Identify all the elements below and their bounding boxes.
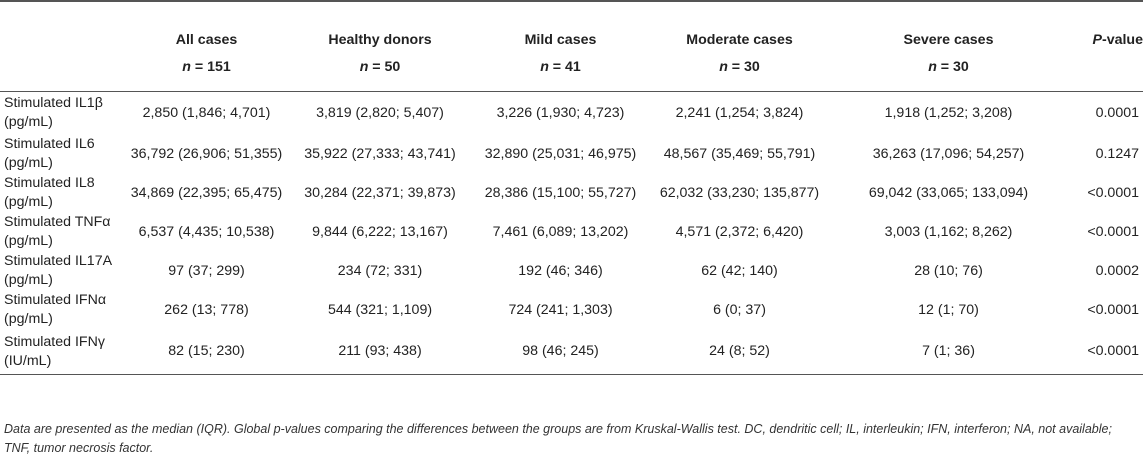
row-label: Stimulated IFNγ (IU/mL) [0, 329, 123, 375]
cell-all: 34,869 (22,395; 65,475) [130, 184, 283, 201]
header-p-value: P-value [1069, 0, 1143, 48]
row-label: Stimulated IL8 (pg/mL) [4, 175, 95, 210]
cell-healthy: 9,844 (6,222; 13,167) [312, 223, 448, 240]
cell-p-value: 0.0001 [1095, 104, 1139, 121]
cell-moderate: 62,032 (33,230; 135,877) [659, 184, 820, 201]
header-row-titles: All cases Healthy donors Mild cases Mode… [0, 0, 1143, 48]
cell-all: 82 (15; 230) [123, 329, 290, 375]
n-value: = 151 [190, 58, 231, 75]
n-value: = 30 [727, 58, 760, 75]
header-count-healthy: n = 50 [290, 48, 470, 92]
cell-severe: 69,042 (33,065; 133,094) [868, 184, 1029, 201]
n-symbol: n [182, 58, 191, 75]
cell-moderate: 62 (42; 140) [701, 262, 778, 279]
header-row-counts: n = 151 n = 50 n = 41 n = 30 n = 30 [0, 48, 1143, 92]
header-severe-cases: Severe cases [828, 0, 1069, 48]
cell-p-value: 0.0002 [1095, 262, 1139, 279]
cell-severe: 1,918 (1,252; 3,208) [884, 104, 1013, 121]
cell-severe: 28 (10; 76) [914, 262, 983, 279]
cell-all: 97 (37; 299) [168, 262, 245, 279]
cell-severe: 12 (1; 70) [918, 301, 979, 318]
table-row: Stimulated IFNγ (IU/mL) 82 (15; 230) 211… [0, 329, 1143, 375]
cell-healthy: 544 (321; 1,109) [327, 301, 433, 318]
header-p-italic: P [1092, 32, 1102, 48]
header-count-severe: n = 30 [828, 48, 1069, 92]
cell-healthy: 234 (72; 331) [337, 262, 423, 279]
cell-mild: 7,461 (6,089; 13,202) [492, 223, 629, 240]
cell-mild: 724 (241; 1,303) [508, 301, 613, 318]
cell-p-value: <0.0001 [1069, 329, 1143, 375]
cell-moderate: 6 (0; 37) [713, 301, 766, 318]
table-row: Stimulated TNFα (pg/mL) 6,537 (4,435; 10… [0, 213, 1143, 252]
cell-mild: 3,226 (1,930; 4,723) [496, 104, 625, 121]
cytokine-table: All cases Healthy donors Mild cases Mode… [0, 0, 1143, 375]
n-symbol: n [928, 58, 937, 75]
n-value: = 30 [936, 58, 969, 75]
cell-p-value: <0.0001 [1087, 184, 1139, 201]
row-label: Stimulated IFNα (pg/mL) [4, 292, 107, 327]
cell-severe: 7 (1; 36) [828, 329, 1069, 375]
n-symbol: n [359, 58, 369, 75]
row-label: Stimulated IL6 (pg/mL) [4, 136, 95, 171]
header-moderate-cases: Moderate cases [651, 0, 828, 48]
header-p-rest: -value [1101, 32, 1143, 48]
header-count-p-blank [1069, 48, 1143, 92]
row-label: Stimulated IL17A (pg/mL) [4, 253, 112, 288]
header-count-all: n = 151 [123, 48, 290, 92]
cell-healthy: 30,284 (22,371; 39,873) [304, 184, 456, 201]
cell-mild: 32,890 (25,031; 46,975) [484, 145, 637, 162]
table-row: Stimulated IL6 (pg/mL) 36,792 (26,906; 5… [0, 135, 1143, 174]
header-mild-cases: Mild cases [470, 0, 651, 48]
cell-healthy: 3,819 (2,820; 5,407) [316, 104, 444, 121]
cell-moderate: 24 (8; 52) [651, 329, 828, 375]
table-row: Stimulated IL17A (pg/mL) 97 (37; 299) 23… [0, 252, 1143, 291]
cell-mild: 28,386 (15,100; 55,727) [484, 184, 637, 201]
cell-all: 6,537 (4,435; 10,538) [138, 223, 275, 240]
header-healthy-donors: Healthy donors [290, 0, 470, 48]
header-all-cases: All cases [123, 0, 290, 48]
row-label: Stimulated IL1β (pg/mL) [4, 95, 103, 131]
n-symbol: n [540, 58, 549, 75]
cell-severe: 3,003 (1,162; 8,262) [884, 223, 1013, 240]
cell-p-value: <0.0001 [1087, 223, 1139, 240]
cell-moderate: 4,571 (2,372; 6,420) [675, 223, 804, 240]
header-count-mild: n = 41 [470, 48, 651, 92]
row-label: Stimulated TNFα (pg/mL) [4, 214, 111, 249]
cell-mild: 98 (46; 245) [470, 329, 651, 375]
n-value: = 41 [548, 58, 581, 75]
table-row: Stimulated IFNα (pg/mL) 262 (13; 778) 54… [0, 291, 1143, 330]
n-value: = 50 [368, 58, 401, 75]
cell-healthy: 211 (93; 438) [290, 329, 470, 375]
cell-severe: 36,263 (17,096; 54,257) [872, 145, 1025, 162]
table-row: Stimulated IL1β (pg/mL) 2,850 (1,846; 4,… [0, 92, 1143, 135]
cell-p-value: 0.1247 [1095, 145, 1139, 162]
header-count-moderate: n = 30 [651, 48, 828, 92]
cell-all: 2,850 (1,846; 4,701) [142, 104, 271, 121]
cell-all: 36,792 (26,906; 51,355) [130, 145, 283, 162]
table-footnote: Data are presented as the median (IQR). … [4, 422, 1112, 455]
cell-moderate: 2,241 (1,254; 3,824) [675, 104, 804, 121]
table-row: Stimulated IL8 (pg/mL) 34,869 (22,395; 6… [0, 174, 1143, 213]
cell-moderate: 48,567 (35,469; 55,791) [663, 145, 816, 162]
header-count-blank [0, 48, 123, 92]
cell-all: 262 (13; 778) [164, 301, 249, 318]
cell-p-value: <0.0001 [1087, 301, 1139, 318]
cell-mild: 192 (46; 346) [518, 262, 603, 279]
n-symbol: n [719, 58, 728, 75]
cell-healthy: 35,922 (27,333; 43,741) [304, 145, 456, 162]
header-blank [0, 0, 123, 48]
